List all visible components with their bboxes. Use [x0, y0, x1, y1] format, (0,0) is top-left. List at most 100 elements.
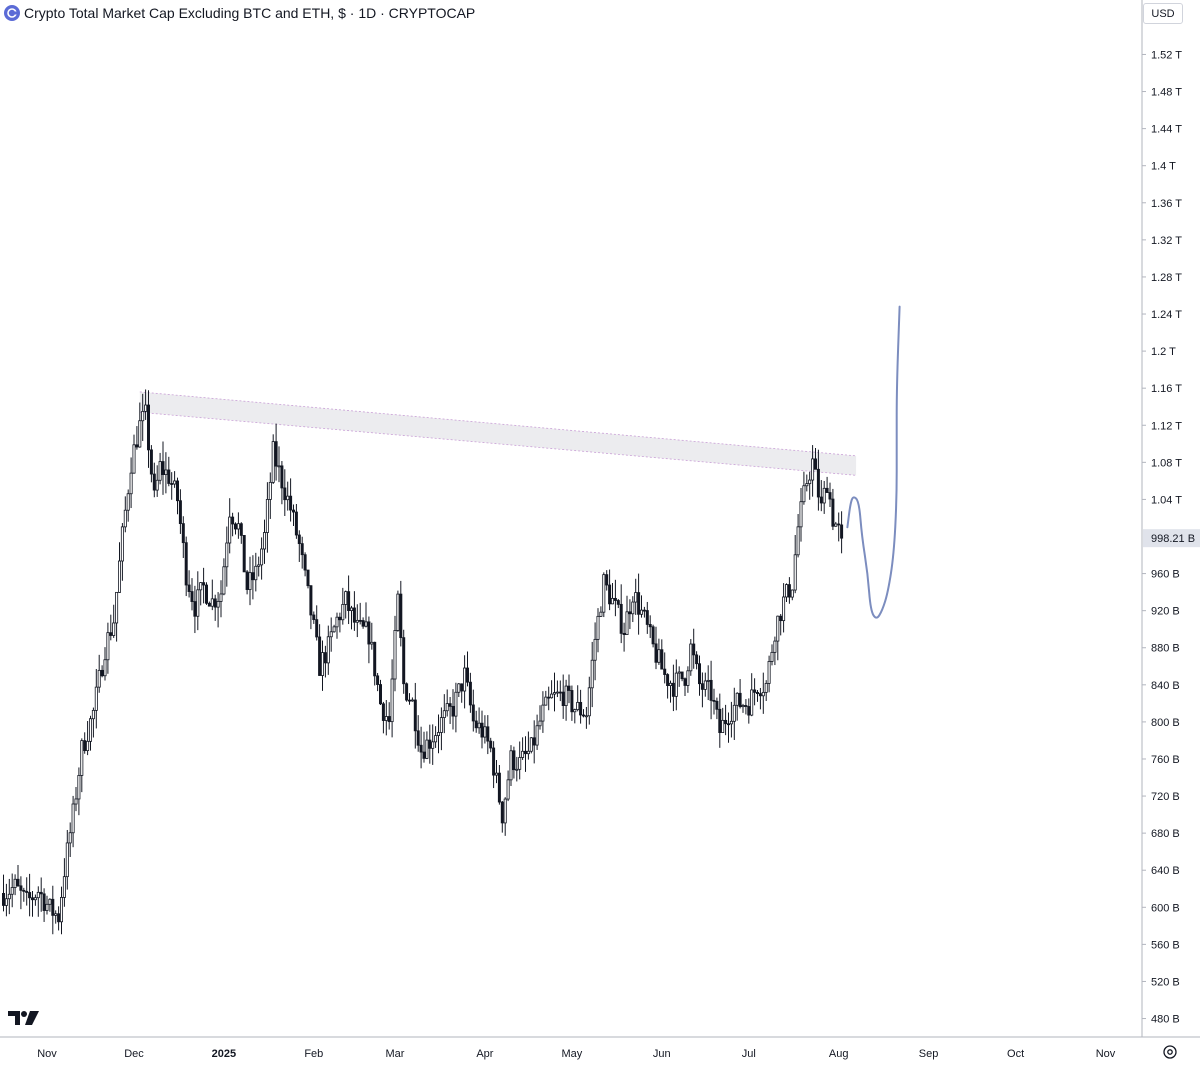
candle[interactable] [637, 573, 641, 635]
candle[interactable] [645, 601, 649, 634]
candle[interactable] [54, 910, 58, 924]
candle[interactable] [329, 617, 333, 652]
candle[interactable] [210, 579, 214, 611]
candle[interactable] [315, 605, 319, 641]
candle[interactable] [773, 636, 777, 666]
candle[interactable] [16, 865, 20, 887]
candle[interactable] [439, 707, 443, 751]
candle[interactable] [167, 456, 171, 487]
candle[interactable] [611, 582, 615, 605]
candle[interactable] [149, 445, 153, 483]
candle[interactable] [378, 679, 382, 705]
candle[interactable] [509, 745, 513, 787]
candle[interactable] [28, 873, 32, 917]
candle[interactable] [590, 641, 594, 708]
candle[interactable] [152, 462, 156, 498]
candle[interactable] [94, 668, 98, 729]
candle[interactable] [750, 673, 754, 717]
candle[interactable] [529, 737, 533, 754]
candle[interactable] [767, 655, 771, 693]
candle[interactable] [135, 426, 139, 450]
candle[interactable] [576, 685, 580, 712]
candle[interactable] [692, 628, 696, 669]
candle[interactable] [669, 680, 673, 703]
candle[interactable] [715, 697, 719, 720]
candle[interactable] [86, 721, 90, 756]
candle[interactable] [274, 423, 278, 481]
candle[interactable] [262, 519, 266, 564]
candle[interactable] [196, 571, 200, 631]
candle[interactable] [616, 599, 620, 609]
tradingview-logo-icon[interactable] [8, 1008, 40, 1028]
candle[interactable] [605, 570, 609, 591]
candle[interactable] [541, 691, 545, 733]
candle[interactable] [13, 874, 17, 896]
candle[interactable] [204, 582, 208, 605]
candle[interactable] [613, 579, 617, 617]
candle[interactable] [735, 692, 739, 721]
candle[interactable] [486, 715, 490, 755]
candle[interactable] [320, 640, 324, 691]
candle[interactable] [753, 678, 757, 706]
candle[interactable] [799, 487, 803, 542]
candle[interactable] [489, 737, 493, 753]
candle[interactable] [700, 672, 704, 708]
candle[interactable] [4, 883, 8, 917]
candle[interactable] [248, 556, 252, 606]
candle[interactable] [756, 689, 760, 702]
candle[interactable] [579, 689, 583, 724]
candle[interactable] [706, 665, 710, 701]
candle[interactable] [60, 886, 64, 935]
candle[interactable] [306, 569, 310, 589]
candle[interactable] [384, 700, 388, 736]
candle[interactable] [297, 530, 301, 562]
candle[interactable] [381, 701, 385, 734]
candle[interactable] [239, 522, 243, 544]
candle[interactable] [787, 577, 791, 604]
candle[interactable] [518, 741, 522, 780]
candle[interactable] [2, 874, 6, 912]
candle[interactable] [280, 461, 284, 505]
candle[interactable] [608, 569, 612, 611]
candle[interactable] [373, 641, 377, 686]
settings-icon[interactable] [1162, 1044, 1178, 1060]
candle[interactable] [515, 756, 519, 782]
candle[interactable] [7, 878, 11, 915]
candle[interactable] [764, 680, 768, 701]
candle[interactable] [634, 578, 638, 615]
candle[interactable] [51, 885, 55, 935]
candle[interactable] [477, 707, 481, 734]
candle[interactable] [532, 720, 536, 764]
candle[interactable] [544, 690, 548, 706]
candle[interactable] [338, 612, 342, 633]
candle[interactable] [265, 482, 269, 553]
candle[interactable] [370, 622, 374, 650]
candle[interactable] [828, 482, 832, 507]
candle[interactable] [187, 570, 191, 598]
candle[interactable] [289, 478, 293, 522]
candle[interactable] [393, 615, 397, 692]
candle[interactable] [222, 558, 226, 596]
candle[interactable] [294, 503, 298, 539]
candle[interactable] [422, 731, 426, 763]
candle[interactable] [744, 699, 748, 715]
candle[interactable] [811, 445, 815, 497]
candle[interactable] [349, 605, 353, 630]
candle[interactable] [718, 693, 722, 748]
candle[interactable] [367, 616, 371, 664]
candle[interactable] [582, 709, 586, 718]
candle[interactable] [695, 651, 699, 670]
candle[interactable] [816, 449, 820, 511]
candle[interactable] [89, 715, 93, 751]
candle[interactable] [631, 596, 635, 623]
candle[interactable] [779, 613, 783, 636]
candle[interactable] [260, 537, 264, 580]
candle[interactable] [480, 710, 484, 749]
candle[interactable] [144, 389, 148, 420]
candle[interactable] [74, 787, 78, 812]
candle[interactable] [146, 390, 150, 468]
candle[interactable] [663, 652, 667, 684]
candle[interactable] [364, 602, 368, 628]
candle[interactable] [729, 701, 733, 738]
